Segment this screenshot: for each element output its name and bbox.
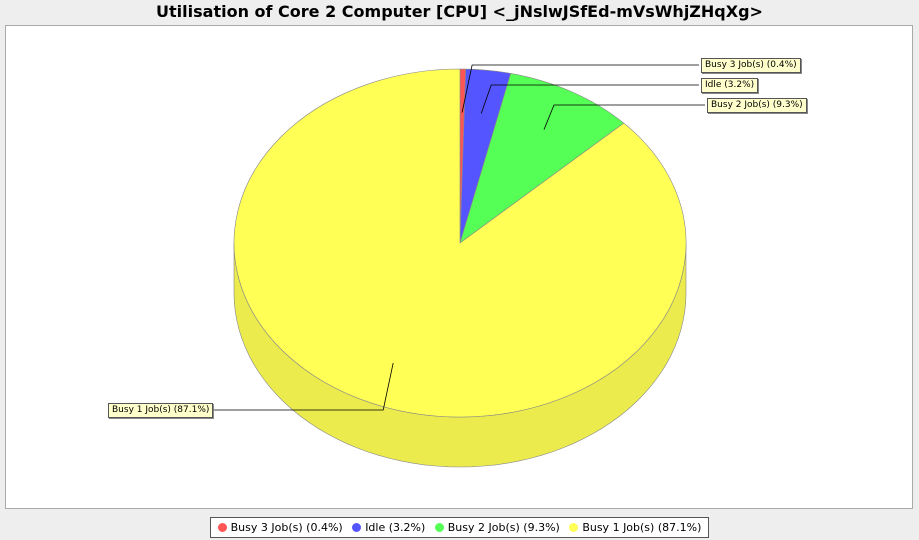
legend-label: Busy 3 Job(s) (0.4%) (230, 521, 343, 534)
pie-chart (212, 64, 705, 468)
legend-marker (352, 523, 362, 532)
legend-label: Busy 2 Job(s) (9.3%) (447, 521, 560, 534)
legend-label: Idle (3.2%) (365, 521, 426, 534)
legend-item-idle: Idle (3.2%) (352, 520, 425, 535)
legend-marker (569, 523, 579, 532)
pie-slice-2 (459, 73, 625, 244)
pie-slice-3 (233, 68, 687, 418)
legend-item-busy-1-job: Busy 1 Job(s) (87.1%) (569, 520, 701, 535)
callout-idle: Idle (3.2%) (701, 78, 759, 93)
legend-item-busy-2-jobs: Busy 2 Job(s) (9.3%) (434, 520, 560, 535)
legend-box: Busy 3 Job(s) (0.4%) Idle (3.2%) Busy 2 … (209, 517, 710, 538)
callout-busy-2-jobs: Busy 2 Job(s) (9.3%) (707, 98, 807, 113)
leader-line-1 (480, 84, 699, 114)
legend: Busy 3 Job(s) (0.4%) Idle (3.2%) Busy 2 … (0, 516, 919, 538)
callout-busy-1-job: Busy 1 Job(s) (87.1%) (108, 403, 214, 418)
leader-line-0 (461, 64, 699, 113)
plot-area: Busy 3 Job(s) (0.4%) Idle (3.2%) Busy 2 … (5, 25, 913, 509)
legend-marker (217, 523, 227, 532)
legend-marker (434, 523, 444, 532)
callout-busy-3-jobs: Busy 3 Job(s) (0.4%) (701, 58, 801, 73)
leader-line-2 (543, 104, 705, 130)
legend-label: Busy 1 Job(s) (87.1%) (582, 521, 702, 534)
chart-title: Utilisation of Core 2 Computer [CPU] <_j… (156, 2, 763, 21)
leader-line-3 (212, 362, 394, 411)
legend-item-busy-3-jobs: Busy 3 Job(s) (0.4%) (217, 520, 343, 535)
